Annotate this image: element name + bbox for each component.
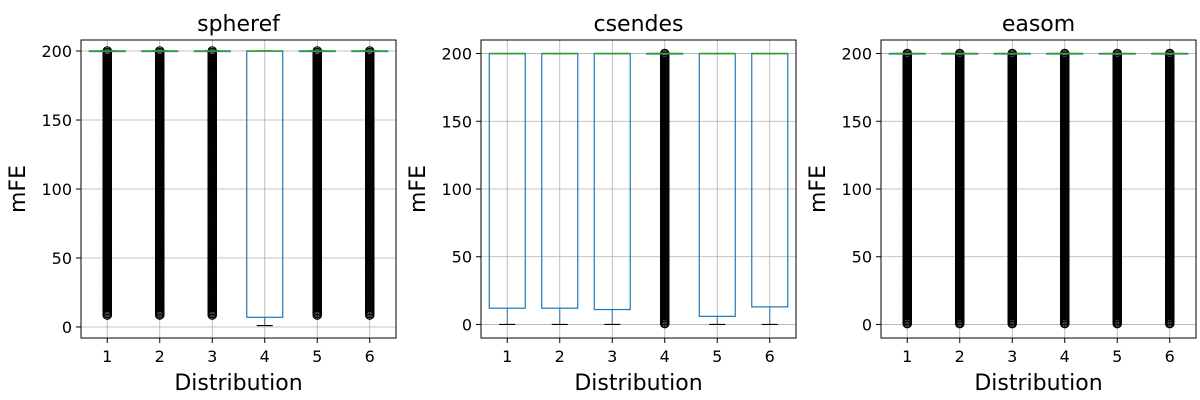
box-2 [942,49,978,327]
y-tick-label: 150 [441,112,472,131]
y-tick-label: 0 [862,315,872,334]
subplot-easom: 0 50 100 150 200 1 2 3 4 5 6 easom Distribution mFE [806,12,1196,396]
box-5 [1099,49,1135,327]
x-tick-label: 3 [1007,347,1017,366]
x-tick-label: 1 [502,347,512,366]
x-tick-label: 4 [660,347,670,366]
outliers [156,47,164,319]
y-tick-label: 100 [41,180,72,199]
x-tick-label: 1 [102,347,112,366]
y-tick-label: 50 [52,249,72,268]
y-tick-label: 50 [452,248,472,267]
x-tick-label: 1 [902,347,912,366]
x-tick-label: 6 [765,347,775,366]
y-axis-label: mFE [6,165,31,213]
y-tick-label: 100 [441,180,472,199]
chart-title: csendes [594,12,684,37]
x-tick-label: 3 [207,347,217,366]
box-3 [994,49,1030,327]
y-tick-label: 200 [441,45,472,64]
x-axis-label: Distribution [574,371,702,396]
box-4 [1047,49,1083,327]
x-axis-label: Distribution [974,371,1102,396]
x-tick-label: 2 [555,347,565,366]
outliers [366,47,374,319]
chart-title: spheref [197,12,281,37]
x-tick-label: 2 [955,347,965,366]
box-5 [299,47,335,319]
y-tick-label: 100 [841,180,872,199]
box-6 [352,47,388,319]
outliers [661,49,669,327]
y-tick-label: 200 [841,45,872,64]
outliers [1008,49,1016,327]
y-tick-label: 150 [841,112,872,131]
y-axis-label: mFE [406,165,431,213]
x-tick-label: 4 [260,347,270,366]
x-tick-label: 5 [712,347,722,366]
subplot-csendes: 0 50 100 150 200 1 2 3 4 5 6 csendes Distribution mFE [406,12,796,396]
box-2 [142,47,178,319]
x-tick-label: 2 [155,347,165,366]
outliers [1166,49,1174,327]
y-tick-label: 50 [852,248,872,267]
outliers [903,49,911,327]
box-1 [89,47,125,319]
y-tick-label: 150 [41,111,72,130]
x-tick-label: 3 [607,347,617,366]
outliers [208,47,216,319]
y-axis-label: mFE [806,165,831,213]
outliers [1113,49,1121,327]
outliers [103,47,111,319]
chart-title: easom [1002,12,1075,37]
outliers [313,47,321,319]
box-3 [194,47,230,319]
x-tick-label: 6 [1165,347,1175,366]
box-1 [889,49,925,327]
y-tick-label: 0 [462,315,472,334]
x-tick-label: 4 [1060,347,1070,366]
y-tick-label: 0 [62,318,72,337]
box-6 [1152,49,1188,327]
box-4 [647,49,683,327]
subplot-spheref: 0 50 100 150 200 1 2 3 4 5 6 spheref Distribution mFE [6,12,396,396]
x-tick-label: 5 [312,347,322,366]
outliers [956,49,964,327]
x-tick-label: 6 [365,347,375,366]
y-tick-label: 200 [41,42,72,61]
x-tick-label: 5 [1112,347,1122,366]
x-axis-label: Distribution [174,371,302,396]
outliers [1061,49,1069,327]
